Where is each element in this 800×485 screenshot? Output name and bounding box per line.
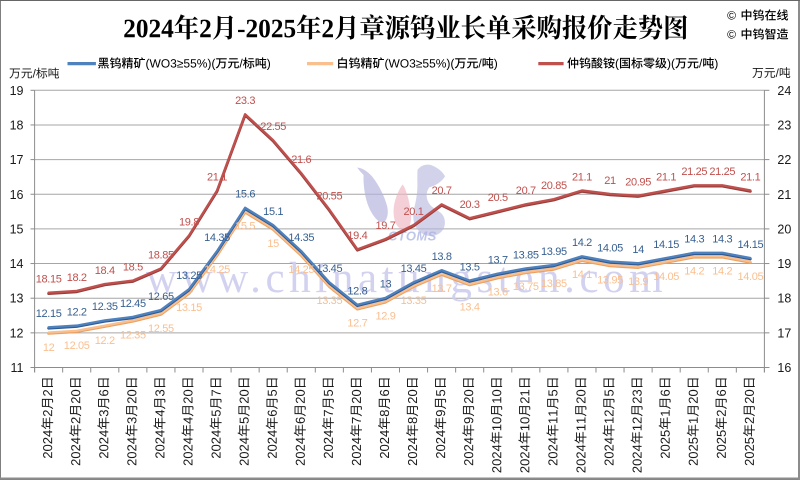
svg-text:22: 22 (777, 153, 791, 167)
svg-text:20.1: 20.1 (404, 206, 424, 218)
svg-text:12.2: 12.2 (67, 306, 87, 318)
svg-text:13.85: 13.85 (513, 249, 539, 261)
svg-text:17: 17 (777, 326, 791, 340)
svg-text:21.1: 21.1 (740, 171, 760, 183)
svg-text:16: 16 (777, 361, 791, 375)
svg-text:18.2: 18.2 (67, 272, 87, 284)
svg-text:18.85: 18.85 (148, 249, 174, 261)
svg-text:21: 21 (777, 188, 791, 202)
svg-text:20.7: 20.7 (432, 185, 452, 197)
svg-text:12.15: 12.15 (36, 308, 62, 320)
svg-text:14.3: 14.3 (684, 234, 704, 246)
svg-text:18.5: 18.5 (123, 261, 143, 273)
svg-text:14.35: 14.35 (204, 232, 230, 244)
svg-text:13: 13 (10, 292, 24, 306)
svg-text:14.05: 14.05 (597, 242, 623, 254)
svg-text:14.3: 14.3 (712, 234, 732, 246)
svg-text:20.85: 20.85 (541, 180, 567, 192)
svg-text:13.35: 13.35 (316, 295, 342, 307)
svg-text:13.45: 13.45 (316, 263, 342, 275)
svg-text:14.35: 14.35 (288, 232, 314, 244)
svg-text:13.15: 13.15 (176, 302, 202, 314)
svg-text:13.95: 13.95 (597, 274, 623, 286)
svg-text:15.1: 15.1 (263, 206, 283, 218)
svg-text:17: 17 (10, 153, 24, 167)
svg-text:14.15: 14.15 (653, 239, 679, 251)
svg-text:13.95: 13.95 (541, 246, 567, 258)
svg-text:21.6: 21.6 (291, 154, 311, 166)
svg-text:19.7: 19.7 (375, 220, 395, 232)
svg-text:21.25: 21.25 (709, 166, 735, 178)
svg-text:20: 20 (777, 222, 791, 236)
svg-text:14.2: 14.2 (572, 237, 592, 249)
svg-text:14.2: 14.2 (684, 266, 704, 278)
svg-text:15.6: 15.6 (235, 189, 255, 201)
svg-text:15: 15 (10, 222, 24, 236)
svg-text:13: 13 (380, 279, 392, 291)
svg-text:14: 14 (632, 244, 644, 256)
svg-text:12.9: 12.9 (375, 311, 395, 323)
svg-text:21: 21 (604, 175, 616, 187)
svg-text:14.05: 14.05 (653, 271, 679, 283)
svg-text:19: 19 (10, 84, 24, 98)
svg-text:20.3: 20.3 (460, 199, 480, 211)
svg-text:13.35: 13.35 (401, 295, 427, 307)
svg-text:13.5: 13.5 (460, 261, 480, 273)
svg-text:16: 16 (10, 188, 24, 202)
svg-text:12.55: 12.55 (148, 323, 174, 335)
svg-text:19.8: 19.8 (179, 216, 199, 228)
svg-text:13.85: 13.85 (541, 278, 567, 290)
svg-text:14.25: 14.25 (288, 264, 314, 276)
svg-text:12: 12 (10, 326, 24, 340)
svg-text:20.55: 20.55 (316, 190, 342, 202)
svg-text:19.4: 19.4 (347, 230, 367, 242)
svg-text:13.7: 13.7 (488, 254, 508, 266)
svg-text:12.35: 12.35 (120, 330, 146, 342)
svg-text:14.1: 14.1 (572, 269, 592, 281)
svg-text:20.7: 20.7 (516, 185, 536, 197)
svg-text:21.1: 21.1 (572, 171, 592, 183)
svg-text:18.15: 18.15 (36, 274, 62, 286)
svg-text:18.4: 18.4 (95, 265, 115, 277)
svg-text:12.05: 12.05 (64, 340, 90, 352)
svg-text:12.65: 12.65 (148, 291, 174, 303)
svg-text:15: 15 (267, 238, 279, 250)
svg-text:14.25: 14.25 (204, 264, 230, 276)
svg-text:19: 19 (777, 257, 791, 271)
svg-text:12.45: 12.45 (120, 298, 146, 310)
svg-text:21.25: 21.25 (681, 166, 707, 178)
svg-text:14.15: 14.15 (737, 239, 763, 251)
svg-text:13.6: 13.6 (488, 286, 508, 298)
svg-text:13.9: 13.9 (628, 276, 648, 288)
svg-text:24: 24 (777, 84, 791, 98)
svg-text:12.2: 12.2 (95, 335, 115, 347)
svg-text:13.7: 13.7 (432, 283, 452, 295)
svg-text:13.8: 13.8 (432, 251, 452, 263)
svg-text:12.35: 12.35 (92, 301, 118, 313)
svg-text:13.4: 13.4 (460, 301, 480, 313)
svg-text:14.05: 14.05 (737, 271, 763, 283)
svg-text:12: 12 (43, 342, 55, 354)
svg-text:13.25: 13.25 (176, 270, 202, 282)
svg-text:12.7: 12.7 (347, 318, 367, 330)
svg-text:20.95: 20.95 (625, 176, 651, 188)
svg-text:11: 11 (11, 361, 24, 375)
svg-text:18: 18 (10, 118, 24, 132)
svg-text:22.55: 22.55 (260, 121, 286, 133)
svg-text:14: 14 (10, 257, 24, 271)
svg-text:21.1: 21.1 (656, 171, 676, 183)
svg-text:13.75: 13.75 (513, 281, 539, 293)
svg-text:13.45: 13.45 (401, 263, 427, 275)
svg-text:15.5: 15.5 (235, 221, 255, 233)
svg-text:21.1: 21.1 (207, 171, 227, 183)
svg-text:23.3: 23.3 (235, 95, 255, 107)
svg-text:20.5: 20.5 (488, 192, 508, 204)
svg-text:12.8: 12.8 (347, 286, 367, 298)
svg-text:23: 23 (777, 118, 791, 132)
svg-text:14.2: 14.2 (712, 266, 732, 278)
svg-text:18: 18 (777, 292, 791, 306)
